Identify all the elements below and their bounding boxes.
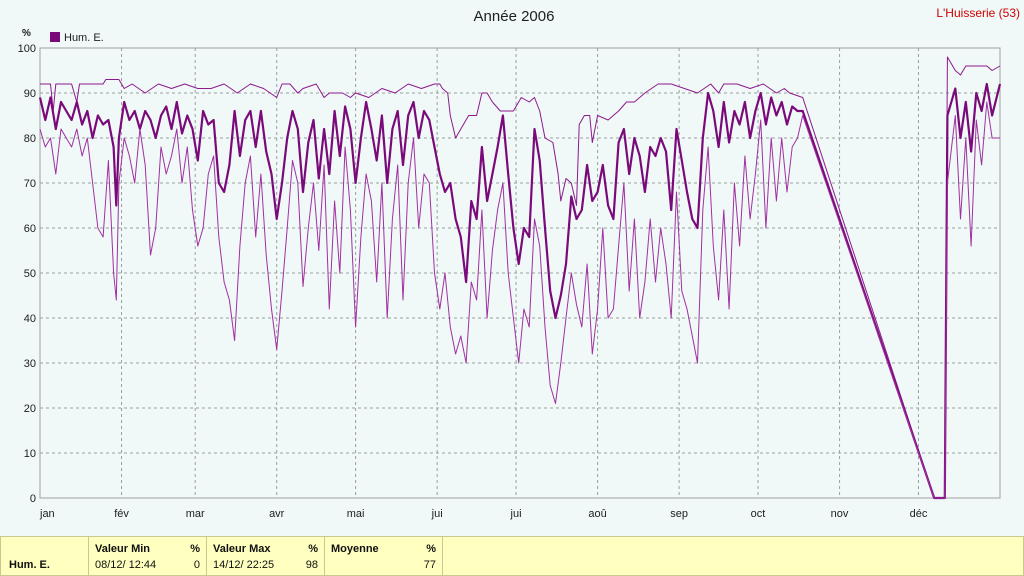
series-line-min — [39, 101, 1000, 499]
y-tick-label: 0 — [30, 493, 36, 505]
y-tick-label: 80 — [24, 133, 36, 145]
x-tick-label: jui — [510, 508, 522, 520]
stats-max-header: Valeur Max — [213, 543, 271, 555]
stats-min-header: Valeur Min — [95, 543, 151, 555]
stats-mean-unit: % — [426, 543, 436, 555]
legend: Hum. E. — [50, 32, 104, 44]
y-tick-label: 70 — [24, 178, 36, 190]
stats-min-unit: % — [190, 543, 200, 555]
y-axis-unit: % — [22, 28, 31, 39]
stats-row-label-cell: Hum. E. — [1, 537, 89, 575]
x-tick-label: aoû — [588, 508, 606, 520]
stats-mean-cell: Moyenne % 77 — [325, 537, 443, 575]
y-tick-label: 30 — [24, 358, 36, 370]
legend-label: Hum. E. — [64, 32, 104, 44]
y-tick-labels: 0 10 20 30 40 50 60 70 80 90 100 — [18, 43, 36, 505]
stats-row-label: Hum. E. — [9, 559, 50, 571]
stats-mean-header: Moyenne — [331, 543, 379, 555]
y-tick-label: 40 — [24, 313, 36, 325]
x-tick-label: sep — [670, 508, 688, 520]
series-line-mean — [38, 82, 1002, 500]
x-tick-label: déc — [910, 508, 928, 520]
stats-min-cell: Valeur Min % 08/12/ 12:44 0 — [89, 537, 207, 575]
series-lines — [38, 56, 1002, 500]
stats-max-cell: Valeur Max % 14/12/ 22:25 98 — [207, 537, 325, 575]
stats-max-value: 98 — [305, 559, 318, 571]
x-tick-label: nov — [831, 508, 849, 520]
x-tick-label: jui — [431, 508, 443, 520]
stats-max-when: 14/12/ 22:25 — [213, 559, 275, 571]
stats-min-value: 0 — [193, 559, 200, 571]
grid — [40, 48, 1000, 498]
stats-min-when: 08/12/ 12:44 — [95, 559, 157, 571]
x-tick-label: avr — [269, 508, 285, 520]
x-tick-label: oct — [751, 508, 766, 520]
stats-panel: Hum. E. Valeur Min % 08/12/ 12:44 0 Vale… — [0, 536, 1024, 576]
y-tick-label: 90 — [24, 88, 36, 100]
y-tick-label: 100 — [18, 43, 36, 55]
x-tick-labels: jan fév mar avr mai jui jui aoû sep oct nov déc — [39, 508, 928, 520]
x-tick-label: mai — [347, 508, 365, 520]
station-name: L'Huisserie (53) — [936, 6, 1020, 20]
x-tick-label: mar — [186, 508, 205, 520]
y-tick-label: 20 — [24, 403, 36, 415]
legend-swatch — [50, 32, 60, 42]
x-tick-label: fév — [114, 508, 129, 520]
stats-max-unit: % — [308, 543, 318, 555]
stats-mean-value: 77 — [423, 559, 436, 571]
y-tick-label: 50 — [24, 268, 36, 280]
y-tick-label: 60 — [24, 223, 36, 235]
chart-title: Année 2006 — [474, 8, 555, 25]
humidity-chart: Année 2006 L'Huisserie (53) % 0 10 20 30 40 5… — [18, 6, 1020, 520]
x-tick-label: jan — [39, 508, 55, 520]
y-tick-label: 10 — [24, 448, 36, 460]
series-line-max — [40, 56, 1001, 499]
